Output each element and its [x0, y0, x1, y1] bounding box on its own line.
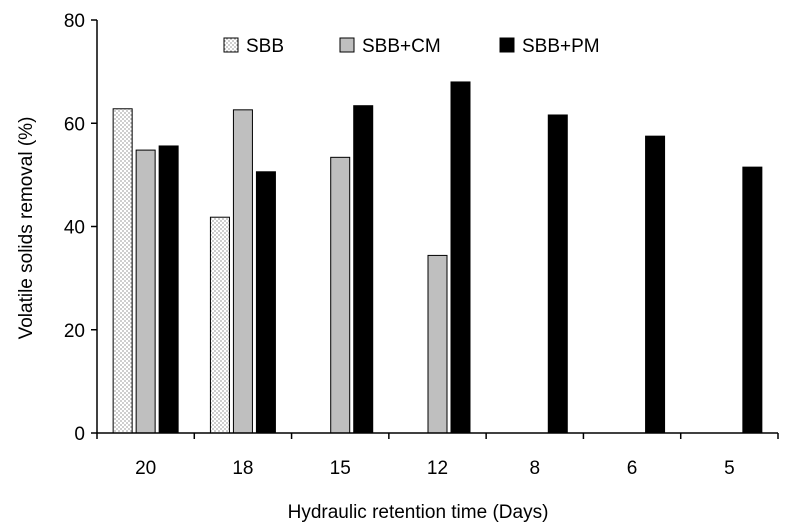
legend-label: SBB+PM — [522, 36, 600, 57]
legend-swatch — [339, 37, 355, 53]
y-tick-label: 40 — [64, 218, 85, 239]
bar-sbb-18 — [209, 216, 230, 434]
bar-sbb-cm-15 — [330, 156, 351, 434]
bar-sbb-cm-18 — [232, 109, 253, 434]
y-tick-label: 0 — [74, 424, 85, 445]
bar-sbb-cm-20 — [135, 149, 156, 434]
bar-sbb-pm-12 — [450, 81, 471, 434]
bar-sbb-20 — [112, 108, 133, 434]
legend-swatch — [499, 37, 515, 53]
x-tick-label: 5 — [724, 458, 735, 479]
legend-label: SBB+CM — [362, 36, 441, 57]
x-tick-label: 12 — [427, 458, 448, 479]
bar-sbb-pm-20 — [158, 145, 179, 434]
y-tick-label: 80 — [64, 11, 85, 32]
axes-layer: 0 20 40 60 80 20 18 15 12 8 6 5 — [64, 11, 779, 479]
x-tick-label: 6 — [627, 458, 638, 479]
x-tick-label: 8 — [529, 458, 540, 479]
bar-sbb-pm-8 — [547, 114, 568, 434]
x-axis-title: Hydraulic retention time (Days) — [288, 502, 549, 523]
legend-item: SBB+PM — [499, 36, 600, 57]
y-tick-label: 60 — [64, 114, 85, 135]
bars-layer — [112, 81, 763, 434]
y-axis-title: Volatile solids removal (%) — [16, 117, 37, 340]
bar-sbb-cm-12 — [427, 254, 448, 434]
bar-sbb-pm-5 — [742, 166, 763, 434]
bar-sbb-pm-15 — [353, 105, 374, 434]
x-tick-label: 20 — [135, 458, 156, 479]
legend-swatch — [223, 37, 239, 53]
legend: SBB SBB+CM SBB+PM — [223, 36, 600, 57]
y-tick-label: 20 — [64, 321, 85, 342]
legend-item: SBB+CM — [339, 36, 441, 57]
x-tick-label: 18 — [232, 458, 253, 479]
legend-label: SBB — [246, 36, 284, 57]
bar-sbb-pm-18 — [255, 171, 276, 434]
legend-item: SBB — [223, 36, 284, 57]
bar-sbb-pm-6 — [645, 135, 666, 434]
x-tick-label: 15 — [330, 458, 351, 479]
